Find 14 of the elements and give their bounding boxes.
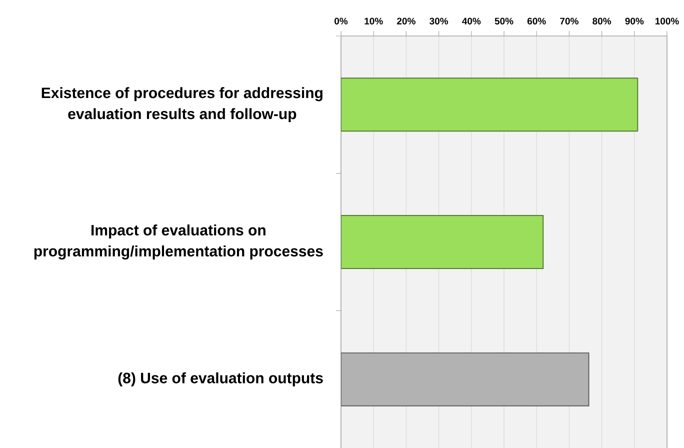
x-tick-label: 40% [462,18,481,24]
x-tick-label: 60% [527,18,546,24]
y-tick-label: Existence of procedures for addressing evaluation results and follow-up [42,87,322,122]
x-tick-label: 10% [364,18,383,24]
y-tick-label: Impact of evaluations on programming/implementation processes [34,224,323,260]
x-tick-label: 90% [625,18,644,24]
x-tick-label: 50% [494,18,514,24]
x-tick-label: 0% [334,18,348,24]
x-tick-label: 100% [655,18,679,24]
x-tick-label: 20% [397,18,416,24]
x-tick-label: 30% [430,18,448,24]
y-tick-label: (8) Use of evaluation outputs [118,372,323,386]
x-tick-label: 70% [560,18,578,24]
x-tick-label: 80% [592,18,612,24]
